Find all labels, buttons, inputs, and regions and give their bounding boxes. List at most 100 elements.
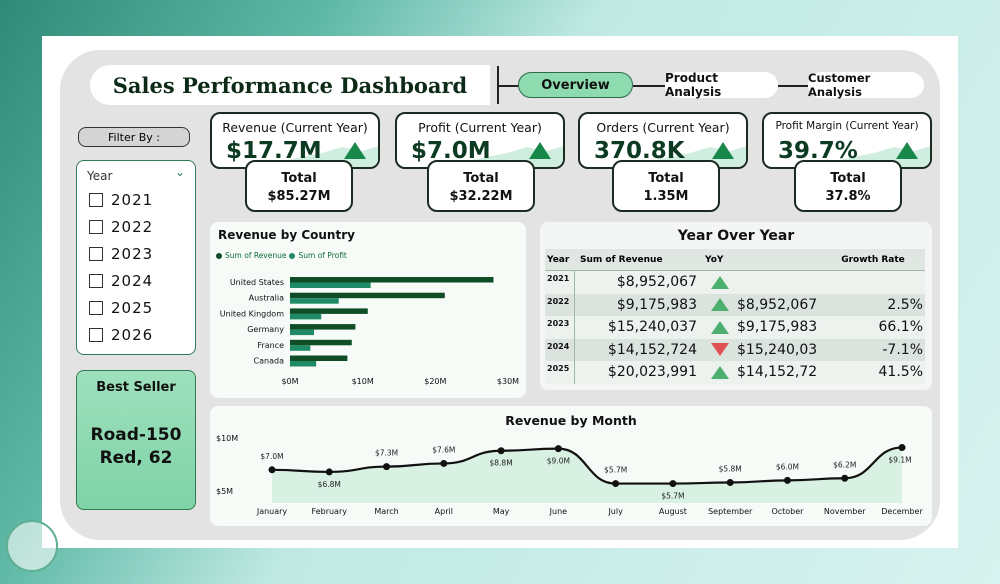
trend-up-icon	[344, 142, 366, 159]
x-tick-label: December	[881, 507, 923, 516]
data-point	[383, 463, 391, 471]
revenue-cell: $9,175,983	[616, 296, 697, 313]
option-label: 2022	[111, 218, 154, 236]
data-point	[898, 444, 906, 452]
area-fill	[272, 447, 902, 503]
revenue-cell: $8,952,067	[616, 274, 697, 291]
x-tick-label: July	[607, 507, 623, 516]
trend-down-icon	[711, 343, 729, 357]
nav-connector	[633, 85, 665, 87]
revenue-bar	[290, 292, 445, 299]
table-header: Year Sum of Revenue YoY Growth Rate	[545, 249, 925, 271]
data-label: $6.2M	[833, 460, 856, 469]
kpi-value: $17.7M	[226, 138, 322, 164]
checkbox[interactable]	[89, 193, 103, 207]
kpi-card: Orders (Current Year) 370.8K	[578, 112, 748, 169]
year-cell: 2024	[545, 338, 575, 361]
x-tick-label: May	[493, 507, 510, 516]
year-option[interactable]: 2023	[89, 245, 153, 263]
revenue-bar	[290, 324, 356, 330]
kpi-total-card: Total $85.27M	[245, 160, 353, 212]
category-label: United Kingdom	[220, 309, 284, 318]
slicer-title: Year	[87, 169, 113, 183]
checkbox[interactable]	[89, 220, 103, 234]
year-option[interactable]: 2025	[89, 299, 153, 317]
year-cell: 2022	[545, 293, 575, 316]
trend-up-icon	[712, 142, 734, 159]
best-seller-card: Best Seller Road-150 Red, 62	[76, 370, 196, 510]
year-cell: 2025	[545, 361, 575, 384]
checkbox[interactable]	[89, 328, 103, 342]
kpi-total-card: Total 1.35M	[612, 160, 720, 212]
filter-by-button[interactable]: Filter By :	[78, 127, 190, 147]
profit-bar	[290, 282, 371, 288]
category-label: Canada	[254, 357, 285, 366]
data-point	[497, 447, 505, 455]
profit-bar	[290, 329, 314, 336]
kpi-label: Revenue (Current Year)	[222, 120, 368, 135]
year-option[interactable]: 2026	[89, 326, 153, 344]
trend-up-icon	[711, 275, 729, 289]
table-row: 2023 $15,240,037 $9,175,983 66.1%	[545, 316, 925, 339]
data-point	[612, 480, 620, 488]
chart-legend: Sum of Revenue Sum of Profit	[216, 251, 347, 260]
data-label: $7.3M	[375, 449, 398, 458]
data-label: $8.8M	[490, 459, 513, 468]
table-title: Year Over Year	[677, 228, 795, 244]
data-point	[325, 468, 333, 476]
revenue-cell: $14,152,724	[607, 341, 697, 358]
chart-title: Revenue by Month	[505, 413, 637, 428]
data-point	[268, 466, 276, 474]
x-tick-label: April	[435, 507, 453, 516]
country-bar-chart: United States Australia United Kingdom Germ…	[220, 277, 519, 386]
data-label: $9.1M	[888, 456, 911, 465]
category-label: France	[257, 341, 284, 350]
total-value: $85.27M	[267, 189, 331, 204]
chevron-down-icon[interactable]: ⌄	[174, 165, 185, 179]
kpi-card: Profit (Current Year) $7.0M	[395, 112, 565, 169]
year-option[interactable]: 2024	[89, 272, 153, 290]
checkbox[interactable]	[89, 301, 103, 315]
trend-up-icon	[711, 320, 729, 334]
tab-overview[interactable]: Overview	[518, 72, 633, 98]
profit-bar	[290, 298, 339, 304]
x-tick-label: October	[771, 507, 804, 516]
kpi-label: Profit (Current Year)	[418, 120, 542, 135]
data-label: $7.6M	[432, 445, 455, 454]
data-label: $7.0M	[260, 452, 283, 461]
year-cell: 2023	[545, 316, 575, 339]
data-label: $5.8M	[719, 465, 742, 474]
kpi-value: 370.8K	[594, 138, 685, 164]
nav-connector	[778, 85, 808, 87]
profit-bar	[290, 345, 311, 351]
total-label: Total	[463, 171, 499, 186]
legend-swatch-revenue	[216, 252, 222, 259]
checkbox[interactable]	[89, 247, 103, 261]
growth-rate-cell: 41.5%	[878, 364, 923, 381]
year-over-year-panel: Year Over Year Year Sum of Revenue YoY G…	[540, 222, 932, 390]
legend-label: Sum of Profit	[298, 251, 347, 260]
year-option[interactable]: 2022	[89, 218, 153, 236]
profit-bar	[290, 361, 317, 367]
data-label: $6.0M	[776, 462, 799, 471]
kpi-label: Profit Margin (Current Year)	[775, 120, 919, 132]
total-label: Total	[648, 171, 684, 186]
revenue-cell: $15,240,037	[607, 319, 697, 336]
kpi-value: 39.7%	[778, 138, 858, 164]
total-value: 37.8%	[825, 189, 871, 204]
chart-title: Revenue by Country	[218, 228, 355, 242]
revenue-by-country-panel: Revenue by Country Sum of Revenue Sum of…	[210, 222, 526, 398]
x-tick-label: $20M	[424, 377, 446, 386]
tab-product-analysis[interactable]: Product Analysis	[665, 71, 778, 99]
tab-customer-analysis[interactable]: Customer Analysis	[808, 71, 924, 99]
kpi-total-card: Total 37.8%	[794, 160, 902, 212]
option-label: 2024	[111, 272, 154, 290]
col-header: Growth Rate	[841, 254, 905, 265]
yoy-table: Year Sum of Revenue YoY Growth Rate 2021…	[545, 249, 925, 384]
revenue-cell: $20,023,991	[607, 364, 697, 381]
total-value: 1.35M	[643, 189, 689, 204]
nav-connector	[499, 85, 519, 87]
year-option[interactable]: 2021	[89, 191, 153, 209]
best-seller-product: Road-150	[90, 425, 182, 445]
checkbox[interactable]	[89, 274, 103, 288]
